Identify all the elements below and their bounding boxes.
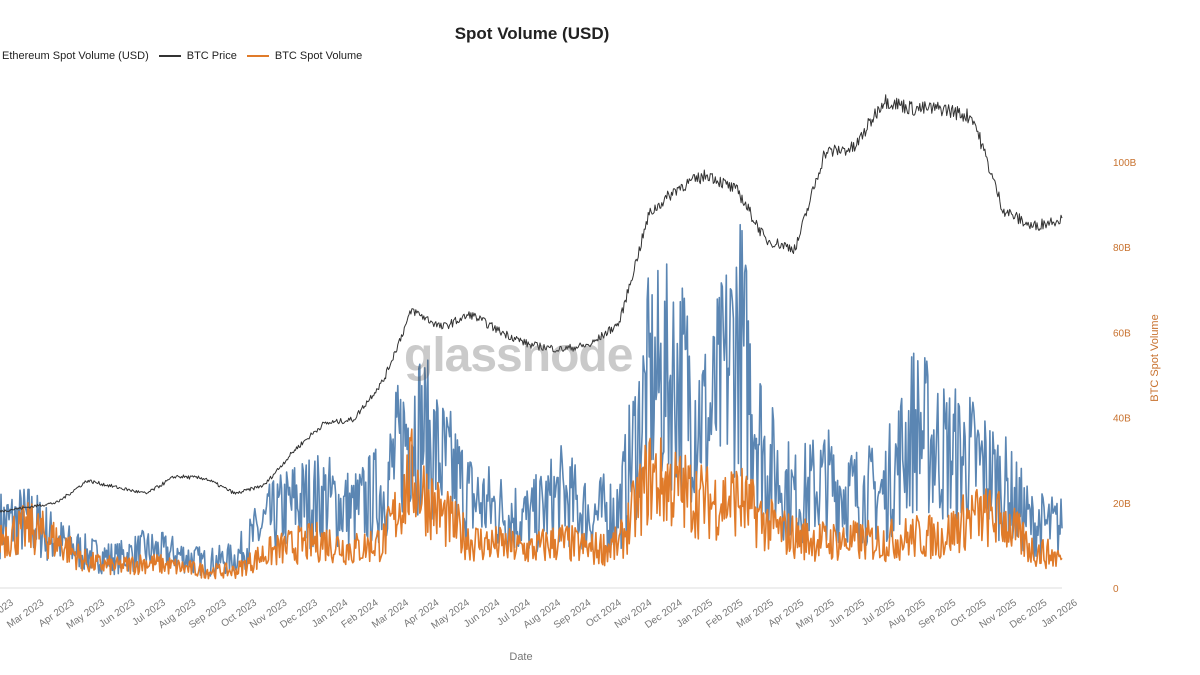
watermark: glassnode <box>404 329 633 382</box>
y-tick-label: 100B <box>1113 158 1137 169</box>
legend-item-btc-volume[interactable]: BTC Spot Volume <box>246 50 363 62</box>
x-axis-title: Date <box>509 651 532 663</box>
legend-swatch-btc-volume <box>246 55 269 57</box>
legend-swatch-btc-price <box>158 55 181 57</box>
series-line-btc-volume <box>0 428 1063 580</box>
y-tick-label: 20B <box>1113 499 1131 510</box>
legend-item-eth-volume[interactable]: Ethereum Spot Volume (USD) <box>0 50 149 62</box>
y-tick-labels: 0 20B 40B 60B 80B 100B <box>1113 158 1137 595</box>
legend-label-btc-volume: BTC Spot Volume <box>274 50 363 62</box>
chart-title: Spot Volume (USD) <box>454 24 610 43</box>
y-axis-title-right: BTC Spot Volume <box>1149 314 1161 401</box>
legend-item-btc-price[interactable]: BTC Price <box>158 50 237 62</box>
legend: Ethereum Spot Volume (USD) BTC Price BTC… <box>0 50 372 62</box>
y-tick-label: 40B <box>1113 414 1131 425</box>
series-line-eth-volume <box>0 223 1063 577</box>
y-tick-label: 0 <box>1113 584 1119 595</box>
y-tick-label: 80B <box>1113 243 1131 254</box>
legend-label-btc-price: BTC Price <box>186 50 237 62</box>
series-layer <box>0 94 1063 580</box>
y-tick-label: 60B <box>1113 328 1131 339</box>
legend-label-eth-volume: Ethereum Spot Volume (USD) <box>2 50 149 62</box>
series-line-btc-price <box>0 94 1063 513</box>
